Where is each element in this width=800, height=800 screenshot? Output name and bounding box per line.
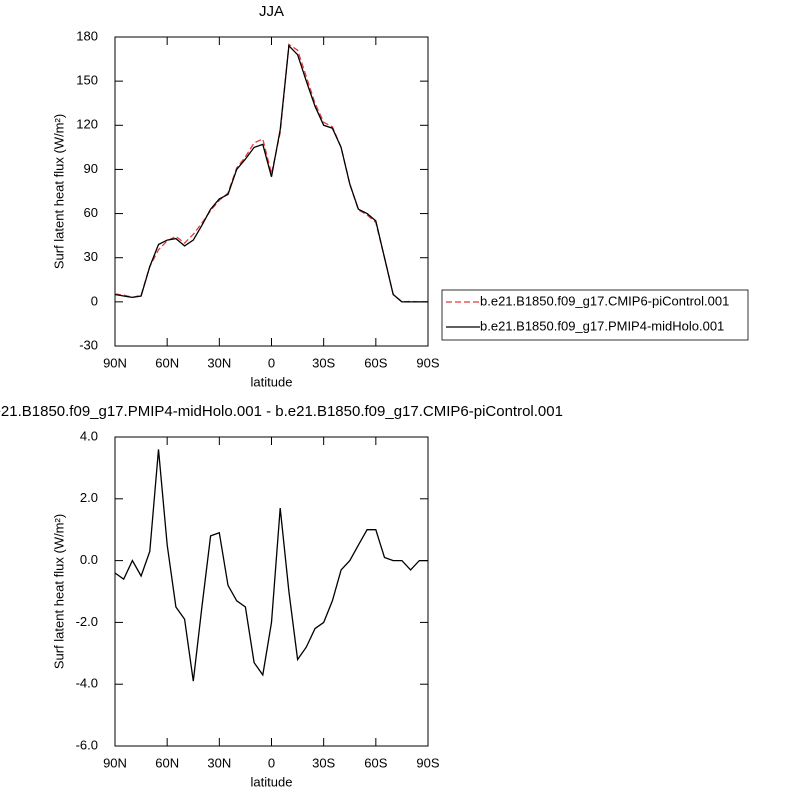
y-tick-label: -30 <box>79 337 98 352</box>
chart-title: JJA <box>259 3 284 20</box>
data-line <box>114 43 428 303</box>
x-tick-label: 90N <box>103 755 127 770</box>
y-tick-label: 0 <box>91 293 98 308</box>
legend-label: b.e21.B1850.f09_g17.CMIP6-piControl.001 <box>480 293 729 308</box>
x-tick-label: 30S <box>312 355 335 370</box>
y-tick-label: 180 <box>76 28 98 43</box>
y-tick-label: 60 <box>84 205 98 220</box>
data-line <box>114 449 428 682</box>
x-tick-label: 60S <box>364 355 387 370</box>
y-tick-label: 90 <box>84 161 98 176</box>
x-tick-label: 30N <box>207 355 231 370</box>
y-tick-label: 150 <box>76 73 98 88</box>
x-tick-label: 60S <box>364 755 387 770</box>
x-tick-label: 30S <box>312 755 335 770</box>
y-tick-label: 0.0 <box>80 552 98 567</box>
x-tick-label: 0 <box>268 755 275 770</box>
x-axis-label: latitude <box>251 774 293 789</box>
x-axis-label: latitude <box>251 374 293 389</box>
y-tick-label: -6.0 <box>76 737 98 752</box>
data-line <box>114 44 428 303</box>
x-tick-label: 60N <box>155 755 179 770</box>
y-axis-label: Surf latent heat flux (W/m²) <box>51 114 66 269</box>
y-axis-label: Surf latent heat flux (W/m²) <box>51 514 66 669</box>
legend-box <box>441 289 749 341</box>
x-tick-label: 90N <box>103 355 127 370</box>
x-tick-label: 90S <box>416 355 439 370</box>
y-tick-label: 4.0 <box>80 428 98 443</box>
y-tick-label: 2.0 <box>80 490 98 505</box>
y-tick-label: -2.0 <box>76 614 98 629</box>
x-tick-label: 60N <box>155 355 179 370</box>
chart-title: b.e21.B1850.f09_g17.PMIP4-midHolo.001 - … <box>0 403 563 420</box>
plot-frame <box>114 36 429 347</box>
legend-label: b.e21.B1850.f09_g17.PMIP4-midHolo.001 <box>480 318 724 333</box>
y-tick-label: -4.0 <box>76 676 98 691</box>
x-tick-label: 90S <box>416 755 439 770</box>
x-tick-label: 30N <box>207 755 231 770</box>
y-tick-label: 120 <box>76 117 98 132</box>
y-tick-label: 30 <box>84 249 98 264</box>
x-tick-label: 0 <box>268 355 275 370</box>
